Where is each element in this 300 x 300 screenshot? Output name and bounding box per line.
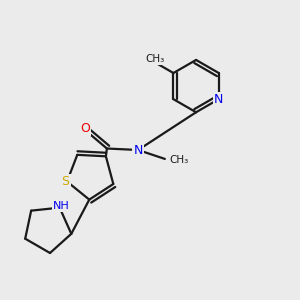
Text: O: O (80, 122, 90, 135)
Text: N: N (214, 93, 224, 106)
Text: CH₃: CH₃ (169, 155, 189, 165)
Text: N: N (134, 143, 143, 157)
Text: CH₃: CH₃ (146, 54, 165, 64)
Text: S: S (61, 175, 70, 188)
Text: NH: NH (53, 201, 70, 211)
